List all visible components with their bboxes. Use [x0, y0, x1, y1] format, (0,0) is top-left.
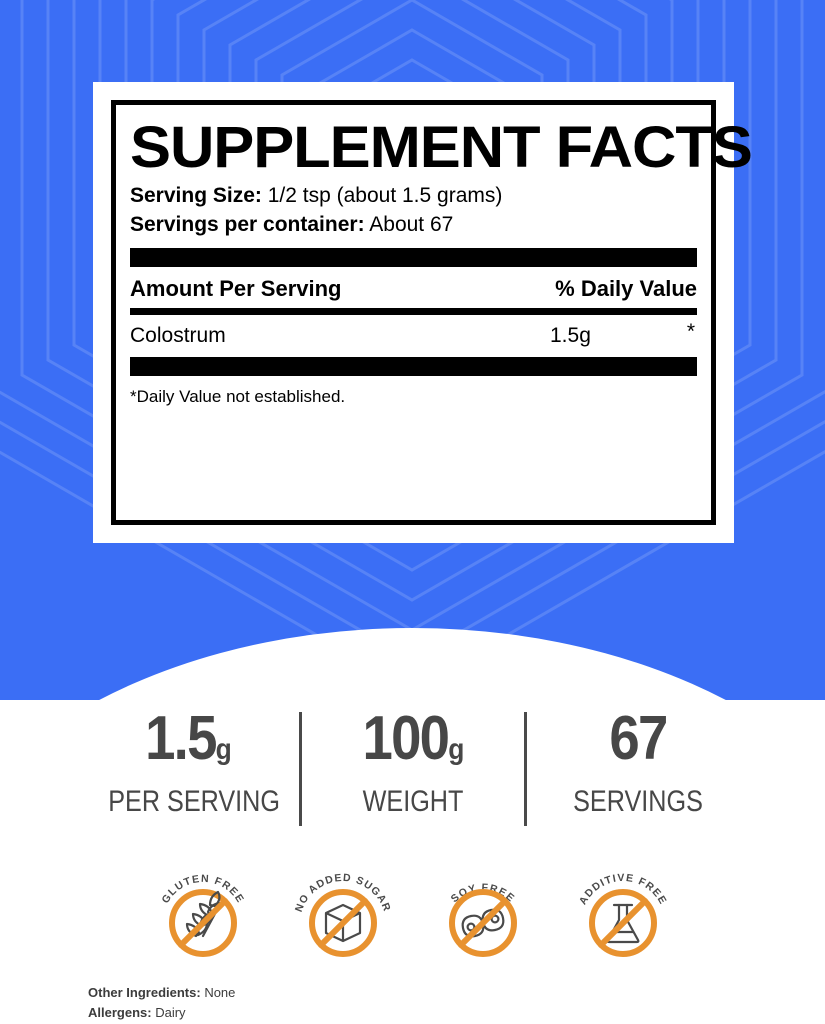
stat-weight-number: 100: [361, 704, 450, 773]
servings-per-container-line: Servings per container: About 67: [130, 210, 697, 239]
stat-per-serving-label: PER SERVING: [107, 785, 280, 818]
amount-per-serving-header: Amount Per Serving: [130, 276, 342, 301]
table-header-row: Amount Per Serving % Daily Value: [130, 274, 697, 304]
other-ingredients-line: Other Ingredients: None: [88, 983, 235, 1003]
other-ingredients-label: Other Ingredients:: [88, 985, 201, 1000]
nutrient-name: Colostrum: [130, 324, 226, 347]
sugar-cube-icon: [308, 889, 377, 957]
stat-servings-label: SERVINGS: [572, 785, 703, 818]
nutrient-amount: 1.5g: [550, 324, 591, 347]
stat-divider-2: [523, 712, 527, 826]
serving-size-value: 1/2 tsp (about 1.5 grams): [267, 184, 503, 207]
stat-per-serving: 1.5g PER SERVING: [93, 706, 283, 819]
servings-per-container-value: About 67: [369, 213, 454, 236]
serving-size-line: Serving Size: 1/2 tsp (about 1.5 grams): [130, 181, 697, 210]
stat-servings-value: 67: [554, 706, 721, 783]
daily-value-footnote: *Daily Value not established.: [130, 387, 346, 406]
ingredients-block: Other Ingredients: None Allergens: Dairy: [88, 983, 235, 1023]
divider-bar-thick-top: [130, 248, 697, 267]
supplement-facts-box: SUPPLEMENT FACTS Serving Size: 1/2 tsp (…: [111, 100, 753, 525]
nutrient-daily-value: *: [686, 320, 695, 343]
stat-weight-label: WEIGHT: [362, 785, 463, 818]
allergens-label: Allergens:: [88, 1005, 152, 1020]
flask-icon: [588, 889, 657, 957]
divider-bar-thick-bottom: [130, 357, 697, 376]
serving-size-label: Serving Size:: [130, 184, 262, 207]
supplement-facts-title: SUPPLEMENT FACTS: [130, 115, 753, 180]
stat-divider-1: [298, 712, 302, 826]
divider-bar-medium: [130, 308, 697, 315]
allergens-line: Allergens: Dairy: [88, 1003, 235, 1023]
stat-per-serving-number: 1.5: [144, 704, 217, 773]
allergens-value: Dairy: [155, 1005, 186, 1020]
stat-servings: 67 SERVINGS: [543, 706, 733, 819]
other-ingredients-value: None: [204, 985, 236, 1000]
servings-per-container-label: Servings per container:: [130, 213, 365, 236]
stat-weight: 100g WEIGHT: [318, 706, 508, 819]
badge-soy-free: SOY FREE: [429, 860, 537, 966]
supplement-facts-panel: SUPPLEMENT FACTS Serving Size: 1/2 tsp (…: [93, 82, 753, 543]
table-row: Colostrum 1.5g *: [130, 315, 697, 357]
stat-weight-unit: g: [447, 733, 464, 766]
stat-weight-value: 100g: [329, 706, 496, 783]
certification-badges-row: GLUTEN FREE: [0, 860, 825, 968]
stat-servings-number: 67: [608, 704, 668, 773]
product-stats-row: 1.5g PER SERVING 100g WEIGHT 67 SERVINGS: [0, 706, 825, 836]
badge-gluten-free: GLUTEN FREE: [149, 860, 257, 966]
wheat-icon: [168, 889, 237, 957]
badge-no-added-sugar: NO ADDED SUGAR: [289, 860, 397, 966]
stat-per-serving-value: 1.5g: [104, 706, 271, 783]
daily-value-header: % Daily Value: [555, 276, 697, 301]
soybean-icon: [448, 889, 517, 957]
stat-per-serving-unit: g: [215, 733, 231, 766]
badge-additive-free: ADDITIVE FREE: [569, 860, 677, 966]
